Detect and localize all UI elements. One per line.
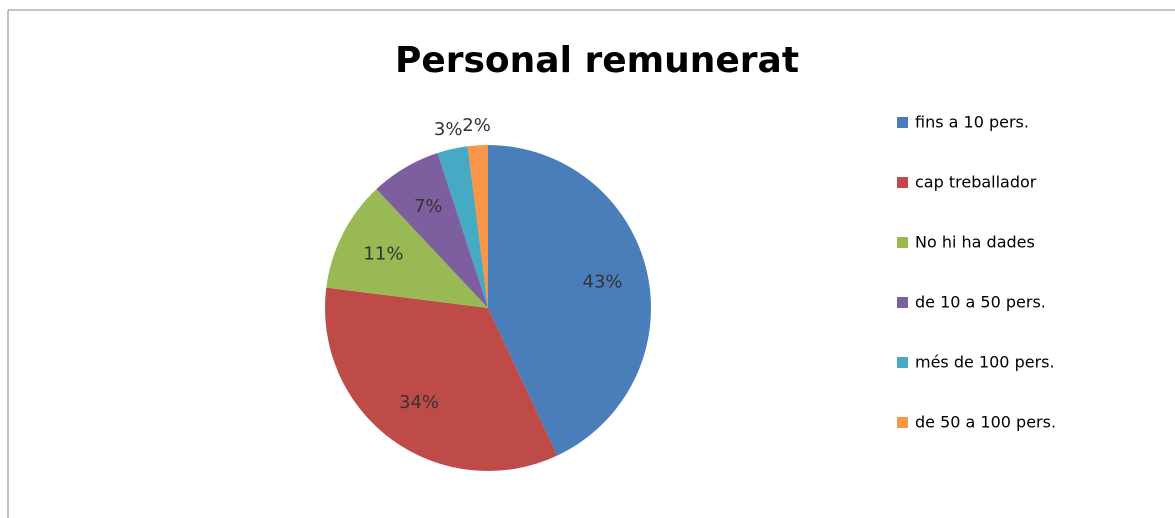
pie-slice xyxy=(326,189,488,308)
legend-swatch xyxy=(897,357,908,368)
legend-swatch xyxy=(897,117,908,128)
legend-label: més de 100 pers. xyxy=(915,353,1055,372)
pie-slice xyxy=(437,146,488,308)
data-label: 34% xyxy=(399,392,439,413)
legend-swatch xyxy=(897,237,908,248)
pie-slice xyxy=(467,145,488,308)
legend-label: cap treballador xyxy=(915,173,1037,192)
legend-swatch xyxy=(897,297,908,308)
data-label: 43% xyxy=(583,271,623,292)
data-label: 2% xyxy=(462,115,491,136)
legend-swatch xyxy=(897,417,908,428)
pie-slice xyxy=(488,145,652,456)
legend-label: de 10 a 50 pers. xyxy=(915,293,1046,312)
chart-title: Personal remunerat xyxy=(395,40,799,81)
legend-label: No hi ha dades xyxy=(915,233,1035,252)
data-label: 3% xyxy=(434,119,463,140)
pie-slice xyxy=(376,152,488,308)
data-label: 11% xyxy=(363,244,403,265)
legend-swatch xyxy=(897,177,908,188)
legend-label: de 50 a 100 pers. xyxy=(915,413,1056,432)
pie-slice xyxy=(325,287,558,471)
legend-label: fins a 10 pers. xyxy=(915,113,1029,132)
data-label: 7% xyxy=(414,196,443,217)
